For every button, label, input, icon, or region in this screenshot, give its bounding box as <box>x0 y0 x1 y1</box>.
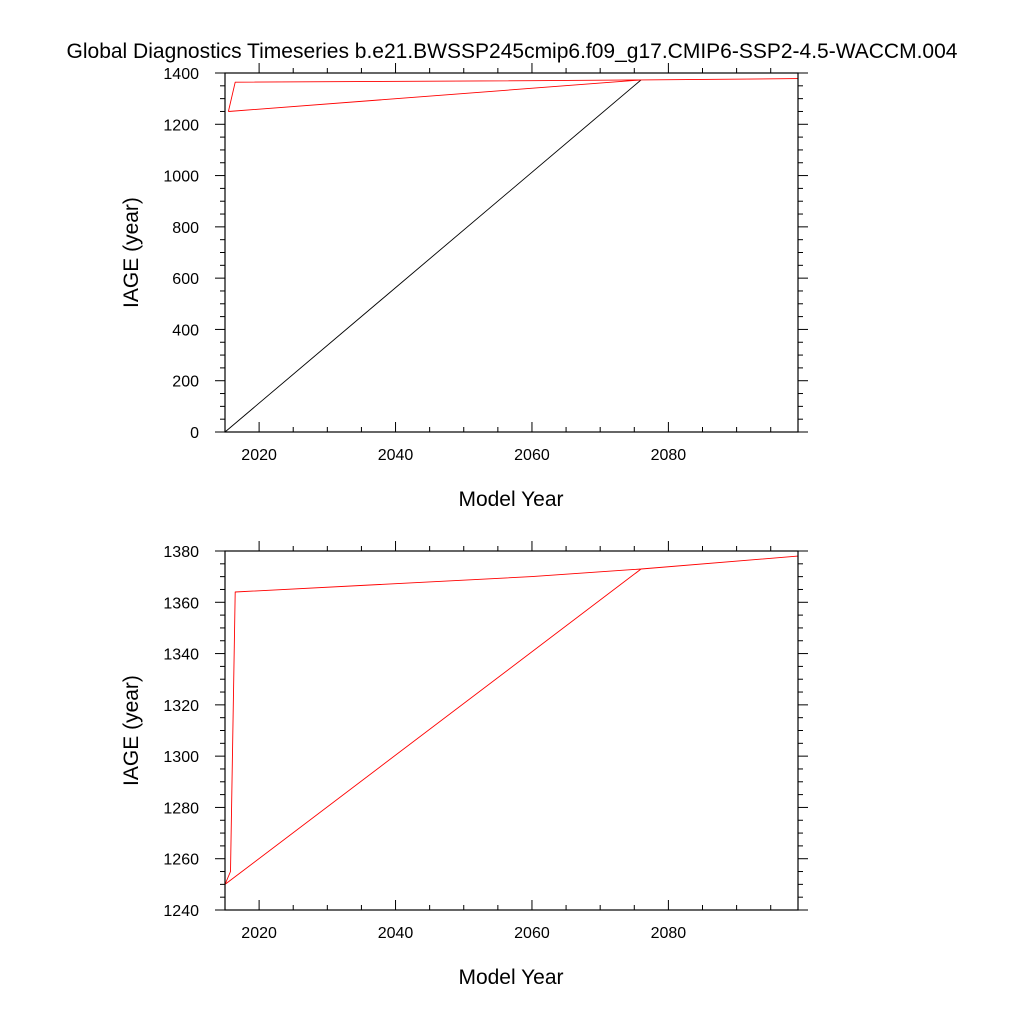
series-line-0 <box>224 79 642 433</box>
y-tick-label: 1360 <box>163 595 199 612</box>
x-tick-label: 2020 <box>241 925 277 942</box>
timeseries-panel-top: 2020 2040 2060 2080 0 200 400 600 800 1000 1200 140… <box>120 63 808 511</box>
x-tick-label: 2060 <box>514 447 550 464</box>
x-tick-label: 2080 <box>651 925 687 942</box>
y-tick-label: 600 <box>172 271 199 288</box>
y-tick-label: 200 <box>172 374 199 391</box>
x-tick-label: 2080 <box>651 447 687 464</box>
timeseries-panel-bottom: 2020 2040 2060 2080 1240 1260 1280 1300 1320 1340… <box>120 541 808 989</box>
series-line-0 <box>224 555 799 885</box>
y-axis-label: IAGE (year) <box>120 197 143 308</box>
y-tick-label: 400 <box>172 322 199 339</box>
y-tick-label: 1340 <box>163 647 199 664</box>
y-tick-label: 1300 <box>163 749 199 766</box>
x-axis-label: Model Year <box>458 488 563 511</box>
plot-frame <box>224 550 799 911</box>
x-axis-label: Model Year <box>458 966 563 989</box>
plot-frame <box>224 72 799 433</box>
y-tick-label: 1200 <box>163 117 199 134</box>
series-line-1 <box>227 78 799 112</box>
y-tick-label: 0 <box>190 425 199 442</box>
x-tick-label: 2060 <box>514 925 550 942</box>
y-tick-label: 1400 <box>163 66 199 83</box>
x-tick-label: 2040 <box>378 447 414 464</box>
y-tick-label: 1240 <box>163 903 199 920</box>
y-axis-label: IAGE (year) <box>120 675 143 786</box>
x-tick-label: 2020 <box>241 447 277 464</box>
y-tick-label: 800 <box>172 220 199 237</box>
y-tick-label: 1000 <box>163 169 199 186</box>
y-tick-label: 1280 <box>163 800 199 817</box>
figure-title: Global Diagnostics Timeseries b.e21.BWSS… <box>67 40 958 63</box>
y-tick-label: 1380 <box>163 544 199 561</box>
x-tick-label: 2040 <box>378 925 414 942</box>
y-tick-label: 1320 <box>163 698 199 715</box>
y-tick-label: 1260 <box>163 852 199 869</box>
